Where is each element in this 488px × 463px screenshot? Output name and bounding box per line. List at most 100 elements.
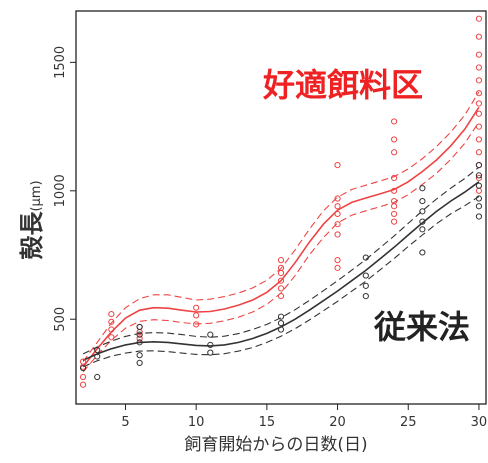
- series-0-point-31: [391, 197, 398, 205]
- series-0-point-25: [334, 203, 341, 210]
- data-points: [79, 15, 483, 388]
- series-1-point-5: [136, 352, 143, 359]
- series-1-point-18: [362, 254, 369, 261]
- series-1-point-4: [136, 359, 143, 367]
- series-0-point-27: [334, 162, 341, 169]
- series-0-point-46: [475, 77, 483, 84]
- series-1-point-26: [475, 203, 483, 210]
- series-0-point-1: [79, 373, 87, 381]
- series-0-point-37: [475, 187, 483, 194]
- y-axis-title-unit: (µm): [29, 180, 44, 211]
- x-tick-label-20: 20: [329, 415, 346, 430]
- series-0-point-4: [108, 334, 115, 341]
- y-axis-title: 殻長(µm): [18, 180, 46, 259]
- series-0-point-50: [475, 15, 483, 22]
- series-1-point-2: [94, 353, 101, 360]
- series-0-point-0: [79, 381, 87, 388]
- series-1-upper-band: [82, 166, 480, 355]
- series-1-point-3: [94, 346, 101, 354]
- series-0-point-15: [277, 285, 285, 292]
- series-0-upper-band: [82, 91, 480, 362]
- series-1-point-27: [475, 195, 483, 202]
- series-0-lower-band: [82, 121, 480, 373]
- series-0-point-35: [391, 136, 398, 143]
- series-0-point-24: [334, 210, 341, 218]
- series-1-point-24: [419, 185, 426, 192]
- series-0-point-45: [475, 90, 483, 97]
- series-0-point-30: [391, 203, 398, 210]
- series-0-point-48: [475, 51, 483, 58]
- series-1-point-6: [136, 339, 143, 346]
- series-1-point-13: [277, 319, 285, 327]
- series-1-point-10: [207, 341, 214, 349]
- y-tick-label-1500: 1500: [53, 46, 68, 79]
- series-1-point-25: [475, 213, 483, 220]
- series-0-point-17: [277, 269, 285, 277]
- series-0-point-44: [475, 100, 483, 107]
- series-1-point-8: [136, 323, 143, 331]
- series-1-lower-band: [82, 196, 480, 368]
- series-0-point-21: [334, 257, 341, 264]
- series-0-point-16: [277, 277, 285, 284]
- series-1-point-20: [419, 226, 426, 233]
- series-0-point-14: [277, 293, 285, 300]
- series-1-point-1: [94, 373, 101, 381]
- series-1-point-9: [207, 349, 214, 356]
- y-tick-label-500: 500: [53, 307, 68, 332]
- series-1-point-21: [419, 218, 426, 225]
- series-0-point-23: [334, 221, 341, 228]
- series-0-point-6: [108, 318, 115, 325]
- series-0-point-47: [475, 64, 483, 71]
- series-0-point-38: [475, 174, 483, 182]
- x-tick-label-25: 25: [400, 415, 417, 430]
- confidence-bands: [82, 91, 480, 373]
- series-0-point-36: [391, 118, 398, 125]
- series-1-point-14: [277, 313, 285, 320]
- series-0-point-8: [136, 335, 143, 342]
- x-tick-label-15: 15: [259, 415, 276, 430]
- series-0-point-32: [391, 187, 398, 194]
- series-0-point-29: [391, 210, 398, 218]
- series-0-point-5: [108, 326, 115, 333]
- series-0-point-20: [334, 264, 341, 271]
- x-tick-label-30: 30: [471, 415, 488, 430]
- series-0-point-34: [391, 149, 398, 156]
- series-0-point-13: [193, 304, 200, 311]
- series-0-point-19: [277, 257, 285, 264]
- series-1-point-29: [475, 172, 483, 179]
- series-0-point-7: [108, 310, 115, 318]
- series-1-point-0: [79, 364, 87, 372]
- series-0-point-33: [391, 174, 398, 182]
- x-tick-label-10: 10: [188, 415, 205, 430]
- x-axis: 5 10 15 20 25 30: [121, 404, 487, 430]
- black-series-label: 従来法: [373, 308, 470, 346]
- series-0-point-22: [334, 231, 341, 238]
- series-0-point-49: [475, 33, 483, 40]
- series-0-point-28: [391, 218, 398, 225]
- series-0-point-43: [475, 110, 483, 117]
- series-1-point-19: [419, 249, 426, 256]
- y-axis: 500 1000 1500: [53, 46, 76, 332]
- series-0-point-3: [79, 358, 87, 365]
- series-1-point-17: [362, 272, 369, 279]
- y-axis-title-main: 殻長: [18, 211, 46, 260]
- series-1-point-16: [362, 282, 369, 289]
- series-1-point-22: [419, 208, 426, 215]
- series-0-point-40: [475, 149, 483, 156]
- series-0-point-26: [334, 195, 341, 202]
- series-1-point-15: [362, 293, 369, 300]
- series-0-fit-line: [82, 106, 480, 368]
- y-tick-label-1000: 1000: [53, 174, 68, 207]
- series-1-point-28: [475, 182, 483, 189]
- series-0-point-18: [277, 264, 285, 271]
- series-1-point-11: [207, 331, 214, 338]
- x-axis-title: 飼育開始からの日数(日): [184, 435, 367, 455]
- red-series-label: 好適餌料区: [262, 66, 423, 104]
- series-0-point-42: [475, 123, 483, 130]
- plot-frame: [75, 10, 487, 405]
- series-1-point-12: [277, 326, 285, 333]
- series-1-point-23: [419, 197, 426, 205]
- series-1-point-30: [475, 162, 483, 169]
- series-1-point-7: [136, 331, 143, 338]
